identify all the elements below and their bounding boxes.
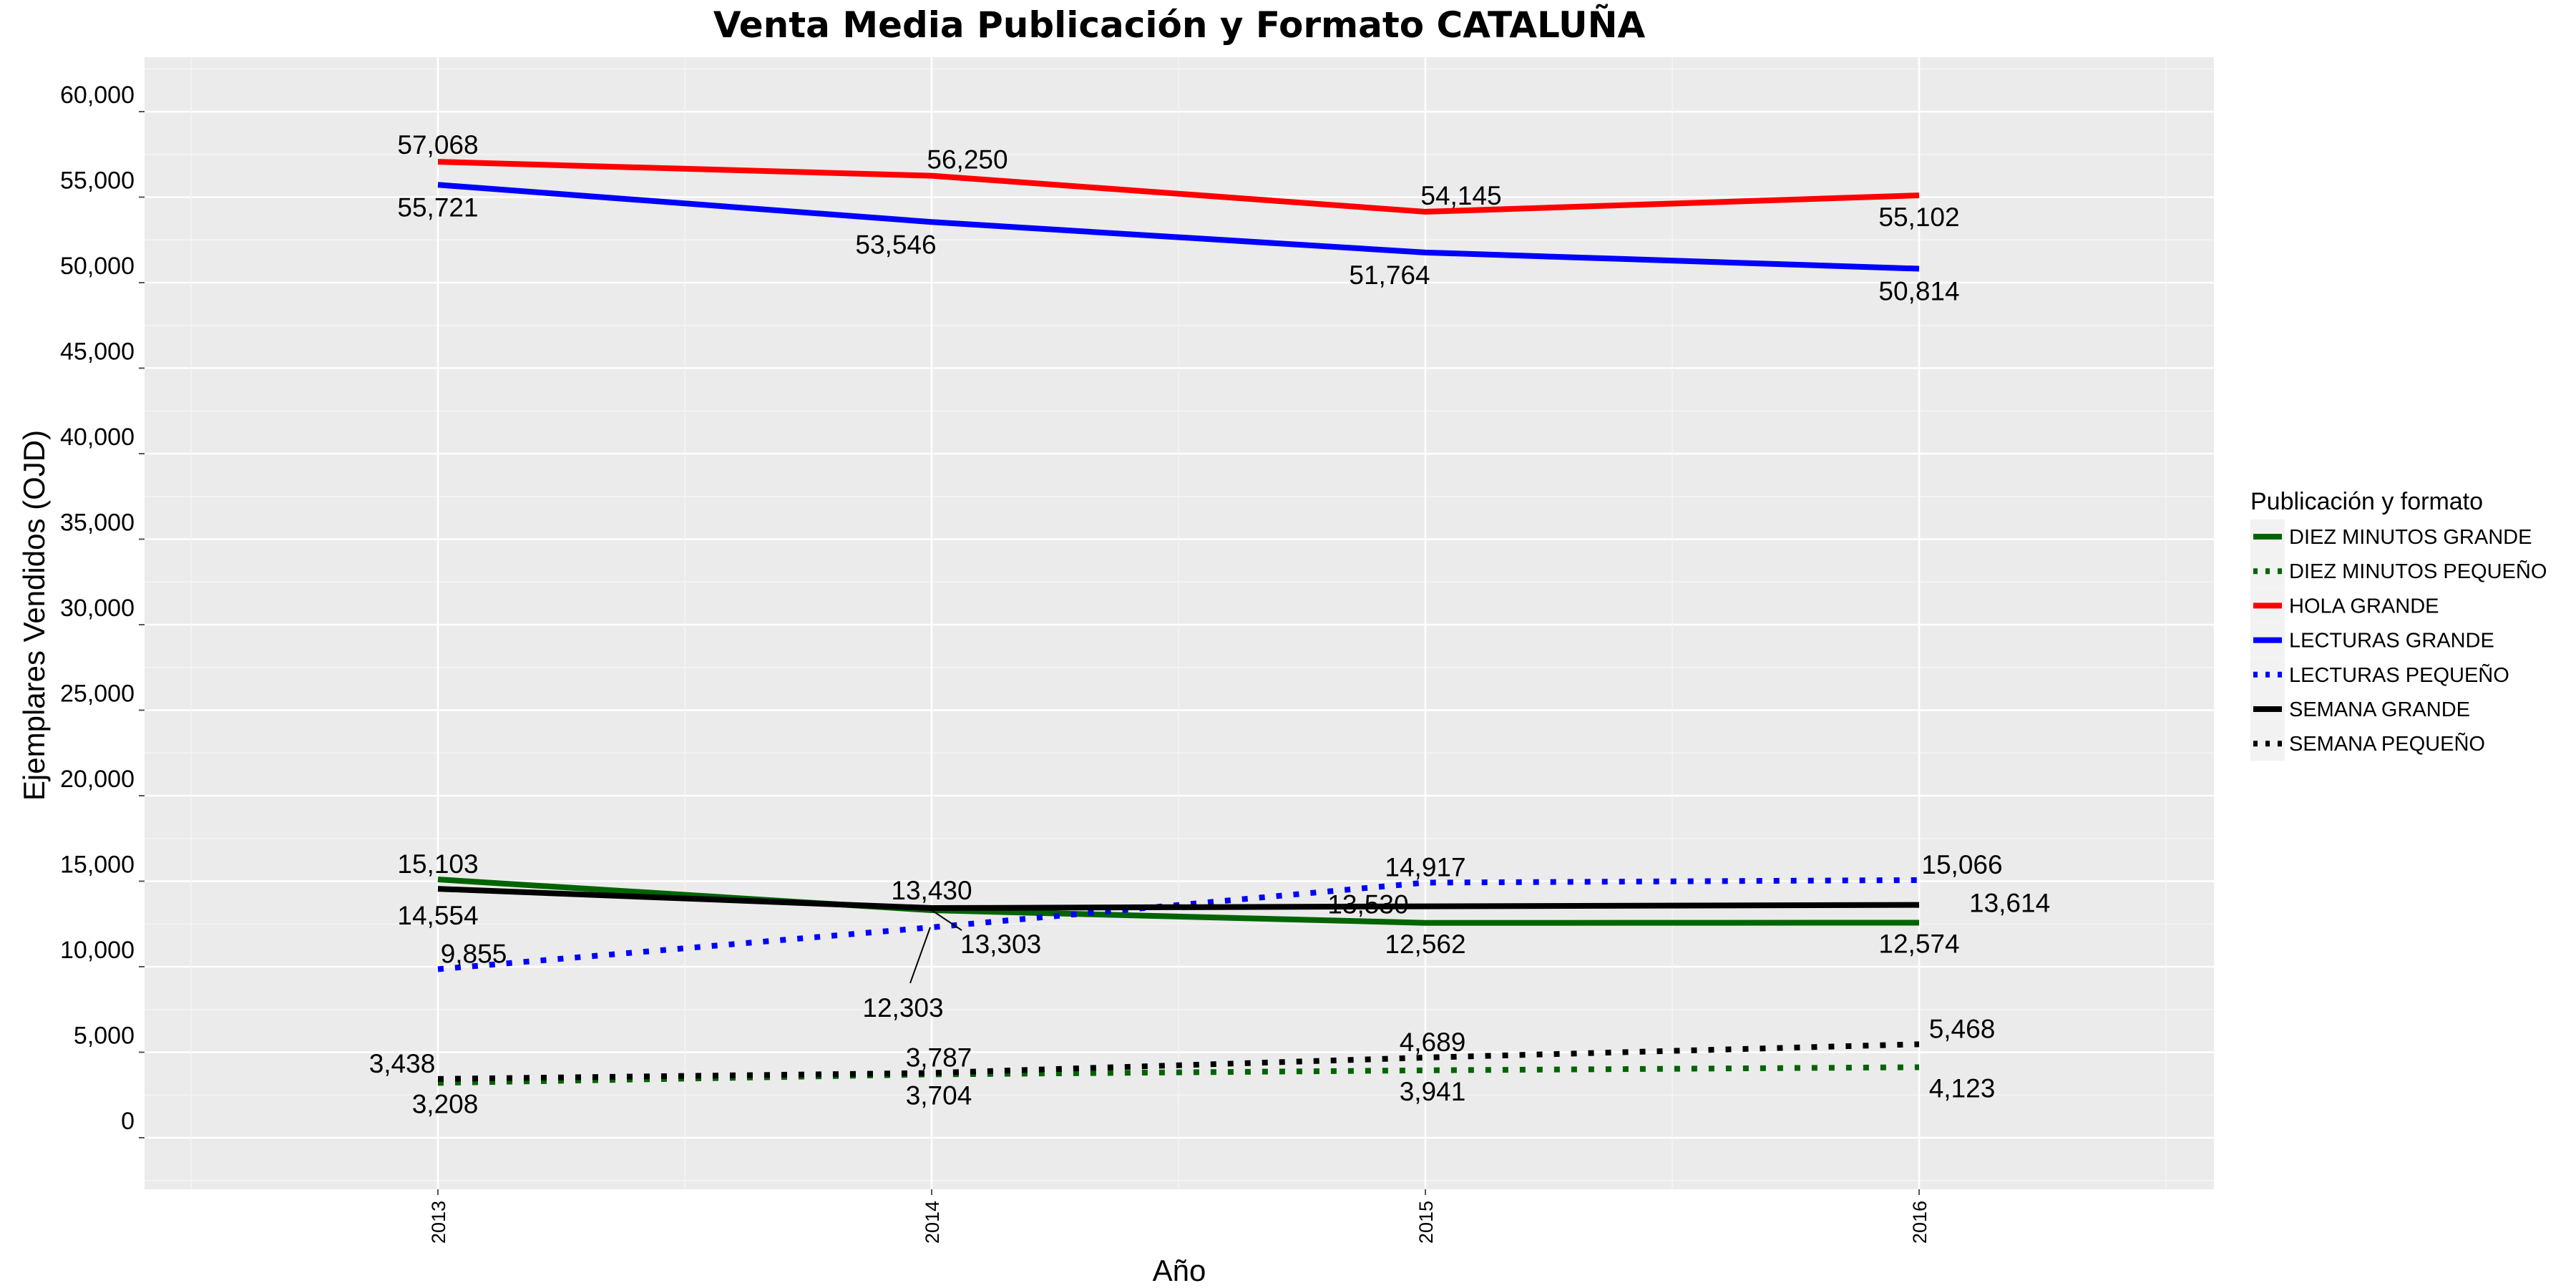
data-label: 12,562 bbox=[1385, 930, 1465, 959]
data-label: 4,689 bbox=[1400, 1028, 1466, 1057]
label-leader-line bbox=[909, 927, 931, 984]
y-tick-label: 20,000 bbox=[60, 766, 135, 793]
y-tick-label: 45,000 bbox=[60, 338, 135, 366]
data-label: 3,208 bbox=[412, 1089, 479, 1118]
y-tick-label: 15,000 bbox=[60, 852, 135, 879]
x-tick-label: 2013 bbox=[428, 1201, 449, 1244]
data-label: 15,066 bbox=[1921, 850, 2002, 879]
data-label: 3,787 bbox=[906, 1043, 972, 1072]
data-label: 3,438 bbox=[369, 1049, 436, 1078]
y-tick-label: 5,000 bbox=[74, 1023, 135, 1050]
data-label: 55,102 bbox=[1878, 203, 1959, 232]
data-label: 12,574 bbox=[1878, 929, 1959, 958]
legend-title: Publicación y formato bbox=[2250, 488, 2483, 515]
y-tick-label: 60,000 bbox=[60, 82, 135, 109]
data-labels: 15,103 13,303 12,562 12,574 3,208 3,704 3,941 4… bbox=[369, 130, 2050, 1118]
y-tick-label: 35,000 bbox=[60, 509, 135, 537]
series-line bbox=[437, 1064, 1920, 1086]
data-label: 15,103 bbox=[397, 849, 478, 879]
series-line bbox=[437, 886, 1920, 912]
data-label: 53,546 bbox=[855, 230, 936, 259]
legend: Publicación y formato DIEZ MINUTOS GRAND… bbox=[2250, 488, 2547, 761]
data-label: 3,941 bbox=[1400, 1077, 1466, 1106]
data-label: 51,764 bbox=[1349, 260, 1430, 290]
series-line bbox=[437, 182, 1920, 272]
grid-lines bbox=[145, 57, 2214, 1189]
y-axis-title: Ejemplares Vendidos (OJD) bbox=[17, 430, 51, 801]
legend-label: DIEZ MINUTOS PEQUEÑO bbox=[2289, 559, 2547, 583]
label-leader-line bbox=[931, 909, 962, 931]
legend-label: SEMANA GRANDE bbox=[2289, 698, 2470, 721]
x-tick-label: 2015 bbox=[1415, 1201, 1437, 1244]
legend-label: LECTURAS PEQUEÑO bbox=[2289, 663, 2509, 687]
y-tick-label: 40,000 bbox=[60, 424, 135, 451]
y-tick-label: 25,000 bbox=[60, 680, 135, 708]
legend-label: SEMANA PEQUEÑO bbox=[2289, 731, 2485, 756]
legend-label: DIEZ MINUTOS GRANDE bbox=[2289, 526, 2532, 549]
plot-panel bbox=[145, 57, 2214, 1189]
data-label: 14,554 bbox=[397, 901, 478, 930]
series-line bbox=[437, 877, 1920, 926]
data-label: 14,917 bbox=[1385, 852, 1465, 882]
data-label: 12,303 bbox=[862, 993, 943, 1023]
series-line bbox=[437, 1041, 1920, 1082]
legend-label: LECTURAS GRANDE bbox=[2289, 630, 2494, 653]
data-label: 13,530 bbox=[1327, 890, 1408, 919]
data-label: 3,704 bbox=[906, 1080, 972, 1110]
data-label: 13,614 bbox=[1969, 889, 2050, 918]
data-label: 13,303 bbox=[960, 930, 1041, 959]
data-label: 54,145 bbox=[1420, 181, 1501, 210]
chart-title: Venta Media Publicación y Formato CATALU… bbox=[713, 4, 1646, 46]
data-label: 4,123 bbox=[1929, 1073, 1996, 1103]
legend-label: HOLA GRANDE bbox=[2289, 595, 2439, 618]
data-label: 9,855 bbox=[441, 939, 507, 968]
x-axis-title: Año bbox=[1153, 1254, 1206, 1287]
y-tick-label: 30,000 bbox=[60, 595, 135, 622]
y-tick-label: 10,000 bbox=[60, 937, 135, 964]
data-label: 56,250 bbox=[927, 145, 1008, 175]
series-lines bbox=[437, 159, 1920, 1086]
x-tick-label: 2016 bbox=[1909, 1201, 1931, 1244]
y-tick-label: 50,000 bbox=[60, 253, 135, 280]
data-label: 55,721 bbox=[397, 192, 478, 222]
y-tick-label: 0 bbox=[121, 1108, 135, 1135]
data-label: 13,430 bbox=[891, 876, 972, 905]
x-axis: 2013 2014 2015 2016 bbox=[428, 1189, 1931, 1244]
y-axis: 0 5,000 10,000 15,000 20,000 25,000 30,000 35,0… bbox=[60, 82, 145, 1138]
data-label: 5,468 bbox=[1929, 1014, 1996, 1043]
data-label: 50,814 bbox=[1878, 277, 1959, 306]
series-line bbox=[437, 159, 1920, 215]
data-label: 57,068 bbox=[397, 130, 478, 160]
x-tick-label: 2014 bbox=[922, 1201, 943, 1244]
y-tick-label: 55,000 bbox=[60, 167, 135, 195]
